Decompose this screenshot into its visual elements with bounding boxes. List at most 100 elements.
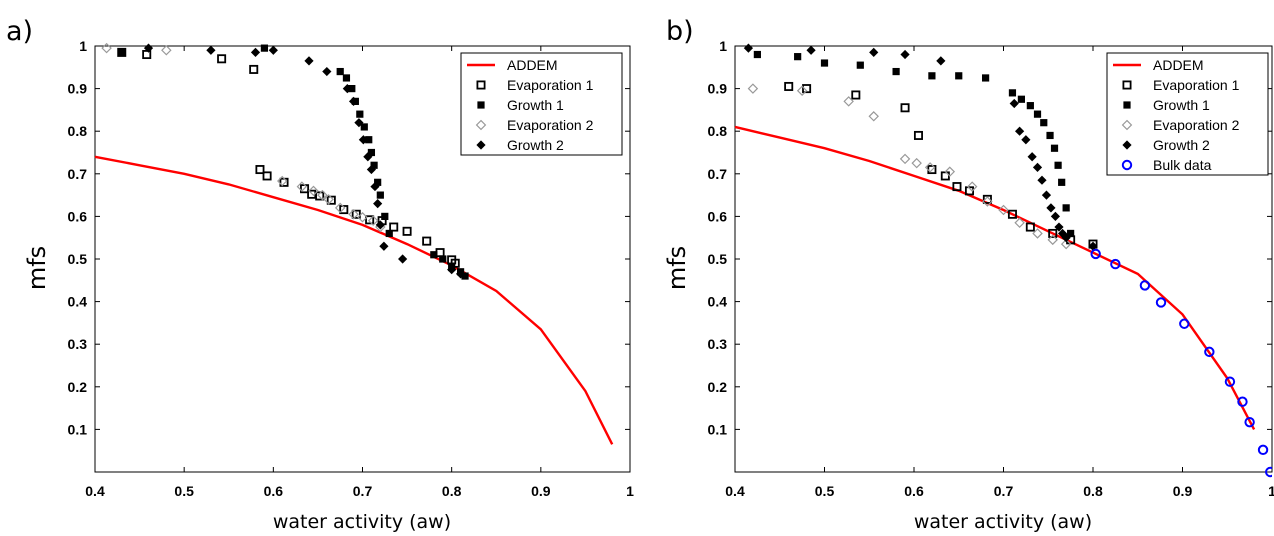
panel-b-legend-label-bulk-data: Bulk data bbox=[1153, 157, 1212, 173]
panel-a-series bbox=[94, 42, 614, 445]
panel-b-series-growth-2 bbox=[743, 43, 1098, 251]
panel-b-evaporation-2-point bbox=[924, 162, 936, 173]
panel-b-legend-label-evaporation-2: Evaporation 2 bbox=[1153, 117, 1240, 133]
panel-b-bulk-data-point bbox=[1155, 297, 1167, 308]
panel-b-growth-2-point bbox=[1088, 241, 1098, 251]
panel-a-evaporation-2-point bbox=[348, 209, 359, 220]
panel-b-evaporation-2-point bbox=[911, 157, 922, 169]
panel-b-series-addem bbox=[734, 125, 1256, 430]
panel-b-label: b) bbox=[666, 16, 694, 47]
panel-b-legend: ADDEM Evaporation 1 Growth 1 Evaporation 2 G… bbox=[1106, 52, 1269, 176]
panel-a-growth-2-point bbox=[348, 96, 359, 106]
panel-b-x-tick-label: 0.6 bbox=[904, 483, 924, 499]
panel-a-y-tick-label: 0.5 bbox=[68, 251, 88, 267]
panel-b-evaporation-1-point bbox=[1007, 209, 1017, 219]
panel-b-legend-box bbox=[1106, 52, 1269, 176]
panel-a-y-tick-label: 0.2 bbox=[68, 379, 88, 395]
panel-b-x-tick-label: 0.4 bbox=[725, 483, 745, 499]
panel-a-evaporation-2-point bbox=[101, 42, 112, 54]
panel-a-evaporation-1-point bbox=[326, 195, 336, 205]
panel-b-growth-1-point bbox=[820, 59, 829, 67]
panel-b-bulk-data-point bbox=[1090, 248, 1101, 260]
panel-a-evaporation-2-point bbox=[161, 45, 172, 56]
panel-a-evaporation-2-point bbox=[277, 175, 288, 187]
panel-b-series bbox=[734, 43, 1272, 478]
panel-a-series-addem bbox=[94, 155, 614, 445]
panel-a-x-ticks: 0.4 0.5 0.6 0.7 0.8 0.9 1 bbox=[85, 46, 634, 499]
panel-b-legend-label-growth-2: Growth 2 bbox=[1153, 137, 1210, 153]
panel-a-evaporation-1-point bbox=[249, 64, 259, 74]
panel-a-growth-2-point bbox=[268, 45, 278, 55]
panel-b-evaporation-2-point bbox=[899, 153, 911, 165]
panel-a-growth-2-point bbox=[354, 118, 364, 128]
panel-b-growth-2-point bbox=[1021, 135, 1031, 145]
panel-a-growth-2-point bbox=[363, 152, 373, 162]
panel-b-evaporation-2-point bbox=[1060, 238, 1072, 250]
panel-b-x-tick-label: 0.9 bbox=[1173, 483, 1193, 499]
panel-a-growth-2-point bbox=[250, 47, 261, 57]
panel-a-growth-1-point bbox=[342, 74, 351, 82]
panel-b-y-tick-label: 0.6 bbox=[708, 208, 728, 224]
panel-a-growth-2-point bbox=[379, 241, 389, 251]
panel-b-series-evaporation-1 bbox=[784, 81, 1098, 249]
panel-b-y-tick-label: 1 bbox=[719, 38, 727, 54]
panel-a-evaporation-1-point bbox=[402, 226, 412, 236]
panel-a-growth-2-point bbox=[304, 56, 314, 66]
panel-b-growth-1-point bbox=[1026, 102, 1034, 110]
panel-b-growth-1-point bbox=[928, 72, 936, 80]
panel-a-growth-2-point bbox=[322, 66, 332, 77]
panel-b-legend-label-growth-1: Growth 1 bbox=[1153, 97, 1210, 113]
panel-b-bulk-data-point bbox=[1139, 280, 1151, 291]
panel-a-growth-1-point bbox=[118, 48, 126, 56]
panel-b-y-tick-label: 0.2 bbox=[708, 379, 728, 395]
panel-a-evaporation-2-point bbox=[308, 185, 319, 197]
panel-b-bulk-data-point bbox=[1244, 416, 1255, 428]
panel-b-evaporation-2-point bbox=[1014, 217, 1025, 229]
panel-b-growth-2-point bbox=[1015, 126, 1025, 136]
panel-b-y-tick-label: 0.9 bbox=[708, 81, 728, 97]
panel-b-y-tick-label: 0.8 bbox=[708, 123, 728, 139]
panel-b-bulk-data-point bbox=[1265, 466, 1272, 478]
panel-a-growth-2-point bbox=[358, 135, 368, 145]
panel-a-growth-2-point bbox=[366, 164, 377, 175]
panel-a-legend-swatch-evaporation-1 bbox=[476, 80, 486, 90]
panel-b-evaporation-1-point bbox=[1025, 222, 1035, 232]
panel-a-evaporation-2-point bbox=[317, 189, 328, 201]
panel-b-growth-2-point bbox=[900, 49, 910, 60]
panel-b-x-axis-label: water activity (aw) bbox=[914, 511, 1092, 533]
panel-b-evaporation-1-point bbox=[1048, 228, 1058, 238]
panel-b-growth-2-point bbox=[1046, 203, 1056, 213]
panel-a-series-evaporation-1 bbox=[117, 47, 460, 268]
panel-a-legend-label-growth-1: Growth 1 bbox=[507, 97, 564, 113]
panel-b-series-growth-1 bbox=[753, 50, 1075, 238]
panel-b-evaporation-1-point bbox=[802, 84, 812, 94]
panel-a-growth-1-point bbox=[336, 67, 344, 76]
panel-b-growth-2-point bbox=[1041, 190, 1052, 200]
panel-b-growth-2-point bbox=[936, 56, 946, 66]
panel-a-growth-2-point bbox=[206, 45, 216, 55]
panel-b-evaporation-2-point bbox=[998, 204, 1009, 216]
panel-a-growth-1-point bbox=[360, 123, 368, 131]
panel-a-growth-2-point bbox=[370, 181, 380, 192]
panel-a-growth-1-point bbox=[439, 255, 447, 263]
panel-a-evaporation-1-point bbox=[435, 248, 445, 258]
panel-b-growth-1-point bbox=[1062, 204, 1070, 212]
panel-a-y-tick-label: 0.4 bbox=[68, 294, 88, 310]
panel-a-legend-label-addem: ADDEM bbox=[507, 57, 558, 73]
panel-b-bulk-data-point bbox=[1224, 376, 1236, 387]
panel-b-evaporation-2-point bbox=[747, 83, 759, 94]
panel-b-y-tick-label: 0.7 bbox=[708, 166, 728, 182]
panel-b-bulk-data-point bbox=[1179, 318, 1190, 329]
panel-b-series-evaporation-2 bbox=[747, 83, 1072, 250]
panel-b-y-tick-label: 0.3 bbox=[708, 336, 728, 352]
panel-a-x-tick-label: 0.7 bbox=[353, 483, 373, 499]
panel-a-y-tick-label: 0.7 bbox=[68, 166, 88, 182]
panel-b-legend-swatch-evaporation-1 bbox=[1122, 80, 1132, 90]
panel-b-evaporation-2-point bbox=[796, 85, 808, 96]
panel-b-evaporation-2-point bbox=[1047, 234, 1058, 246]
panel-b-growth-1-point bbox=[1033, 110, 1042, 118]
panel-b-evaporation-2-point bbox=[1032, 228, 1043, 239]
panel-a-y-tick-label: 0.8 bbox=[68, 123, 88, 139]
panel-a-evaporation-1-point bbox=[262, 171, 272, 181]
